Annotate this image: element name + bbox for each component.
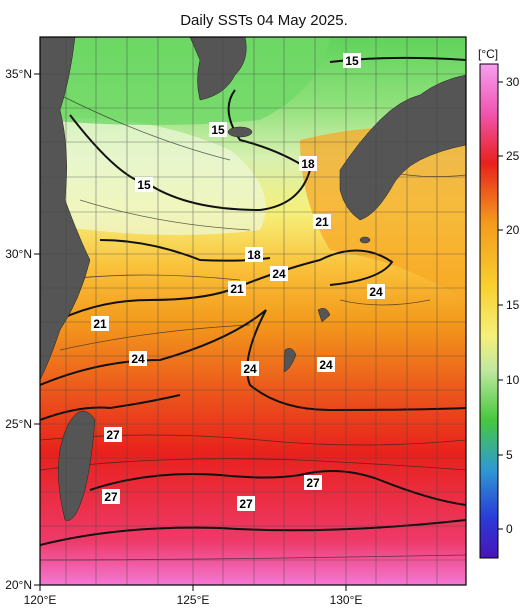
contour-label: 27 xyxy=(104,427,122,442)
colorbar-tick-label: 0 xyxy=(506,522,513,536)
colorbar-tick-label: 5 xyxy=(506,448,513,462)
contour-label-text: 21 xyxy=(315,215,329,229)
contour-label: 24 xyxy=(317,357,335,372)
contour-label: 27 xyxy=(237,496,255,511)
contour-label-text: 15 xyxy=(137,178,151,192)
contour-label-text: 27 xyxy=(239,497,253,511)
contour-label: 27 xyxy=(102,489,120,504)
contour-labels: 15 15 15 18 18 21 21 21 24 24 24 24 24 27 27 27 27 xyxy=(91,53,385,511)
contour-label-text: 21 xyxy=(230,282,244,296)
lat-label-35: 35°N xyxy=(5,67,32,81)
contour-label: 24 xyxy=(241,361,259,376)
lon-label-120: 120°E xyxy=(24,593,57,607)
contour-label-text: 15 xyxy=(211,123,225,137)
contour-label: 15 xyxy=(209,122,227,137)
colorbar-unit: [°C] xyxy=(478,47,498,61)
contour-label-text: 24 xyxy=(131,352,145,366)
map-frame xyxy=(39,36,467,586)
contour-label: 18 xyxy=(245,247,263,262)
tanegashima xyxy=(359,236,371,244)
cold-north-water xyxy=(40,37,330,125)
colorbar-tick-label: 15 xyxy=(506,298,520,312)
contour-label-text: 27 xyxy=(306,476,320,490)
lon-axis: 120°E 125°E 130°E xyxy=(24,585,363,607)
contour-label-text: 27 xyxy=(106,428,120,442)
colorbar-tick-label: 25 xyxy=(506,149,520,163)
japan xyxy=(339,74,466,221)
contour-label: 15 xyxy=(135,177,153,192)
contour-label: 18 xyxy=(299,156,317,171)
lat-label-25: 25°N xyxy=(5,417,32,431)
lat-label-20: 20°N xyxy=(5,578,32,592)
contour-label: 21 xyxy=(228,281,246,296)
contour-label-text: 15 xyxy=(345,54,359,68)
lat-axis: 35°N 30°N 25°N 20°N xyxy=(5,67,40,592)
colorbar-tick-label: 10 xyxy=(506,373,520,387)
contour-label-text: 24 xyxy=(319,358,333,372)
contour-label: 15 xyxy=(343,53,361,68)
contour-label: 24 xyxy=(270,266,288,281)
colorbar: [°C] 30 25 20 15 10 5 0 xyxy=(478,47,520,559)
contour-label-text: 27 xyxy=(104,490,118,504)
colorbar-tick-label: 30 xyxy=(506,75,520,89)
amami-island xyxy=(317,308,331,323)
contour-label: 24 xyxy=(367,284,385,299)
contour-label: 27 xyxy=(304,475,322,490)
contour-label-text: 18 xyxy=(247,248,261,262)
okinawa xyxy=(283,348,297,373)
contour-label-text: 24 xyxy=(272,267,286,281)
contour-label: 21 xyxy=(91,316,109,331)
contour-label: 21 xyxy=(313,214,331,229)
jeju-island xyxy=(227,126,253,138)
contour-label-text: 24 xyxy=(369,285,383,299)
colorbar-scale xyxy=(479,63,499,559)
taiwan xyxy=(58,410,96,521)
contour-label-text: 24 xyxy=(243,362,257,376)
lon-label-125: 125°E xyxy=(177,593,210,607)
lon-label-130: 130°E xyxy=(330,593,363,607)
land-masses xyxy=(40,37,466,521)
contour-label-text: 18 xyxy=(301,157,315,171)
contour-label: 24 xyxy=(129,351,147,366)
lat-label-30: 30°N xyxy=(5,247,32,261)
colorbar-tick-label: 20 xyxy=(506,223,520,237)
china-coast xyxy=(40,37,91,381)
map-title: Daily SSTs 04 May 2025. xyxy=(180,12,348,29)
korean-peninsula xyxy=(189,37,247,101)
graticule xyxy=(40,37,466,585)
contour-label-text: 21 xyxy=(93,317,107,331)
